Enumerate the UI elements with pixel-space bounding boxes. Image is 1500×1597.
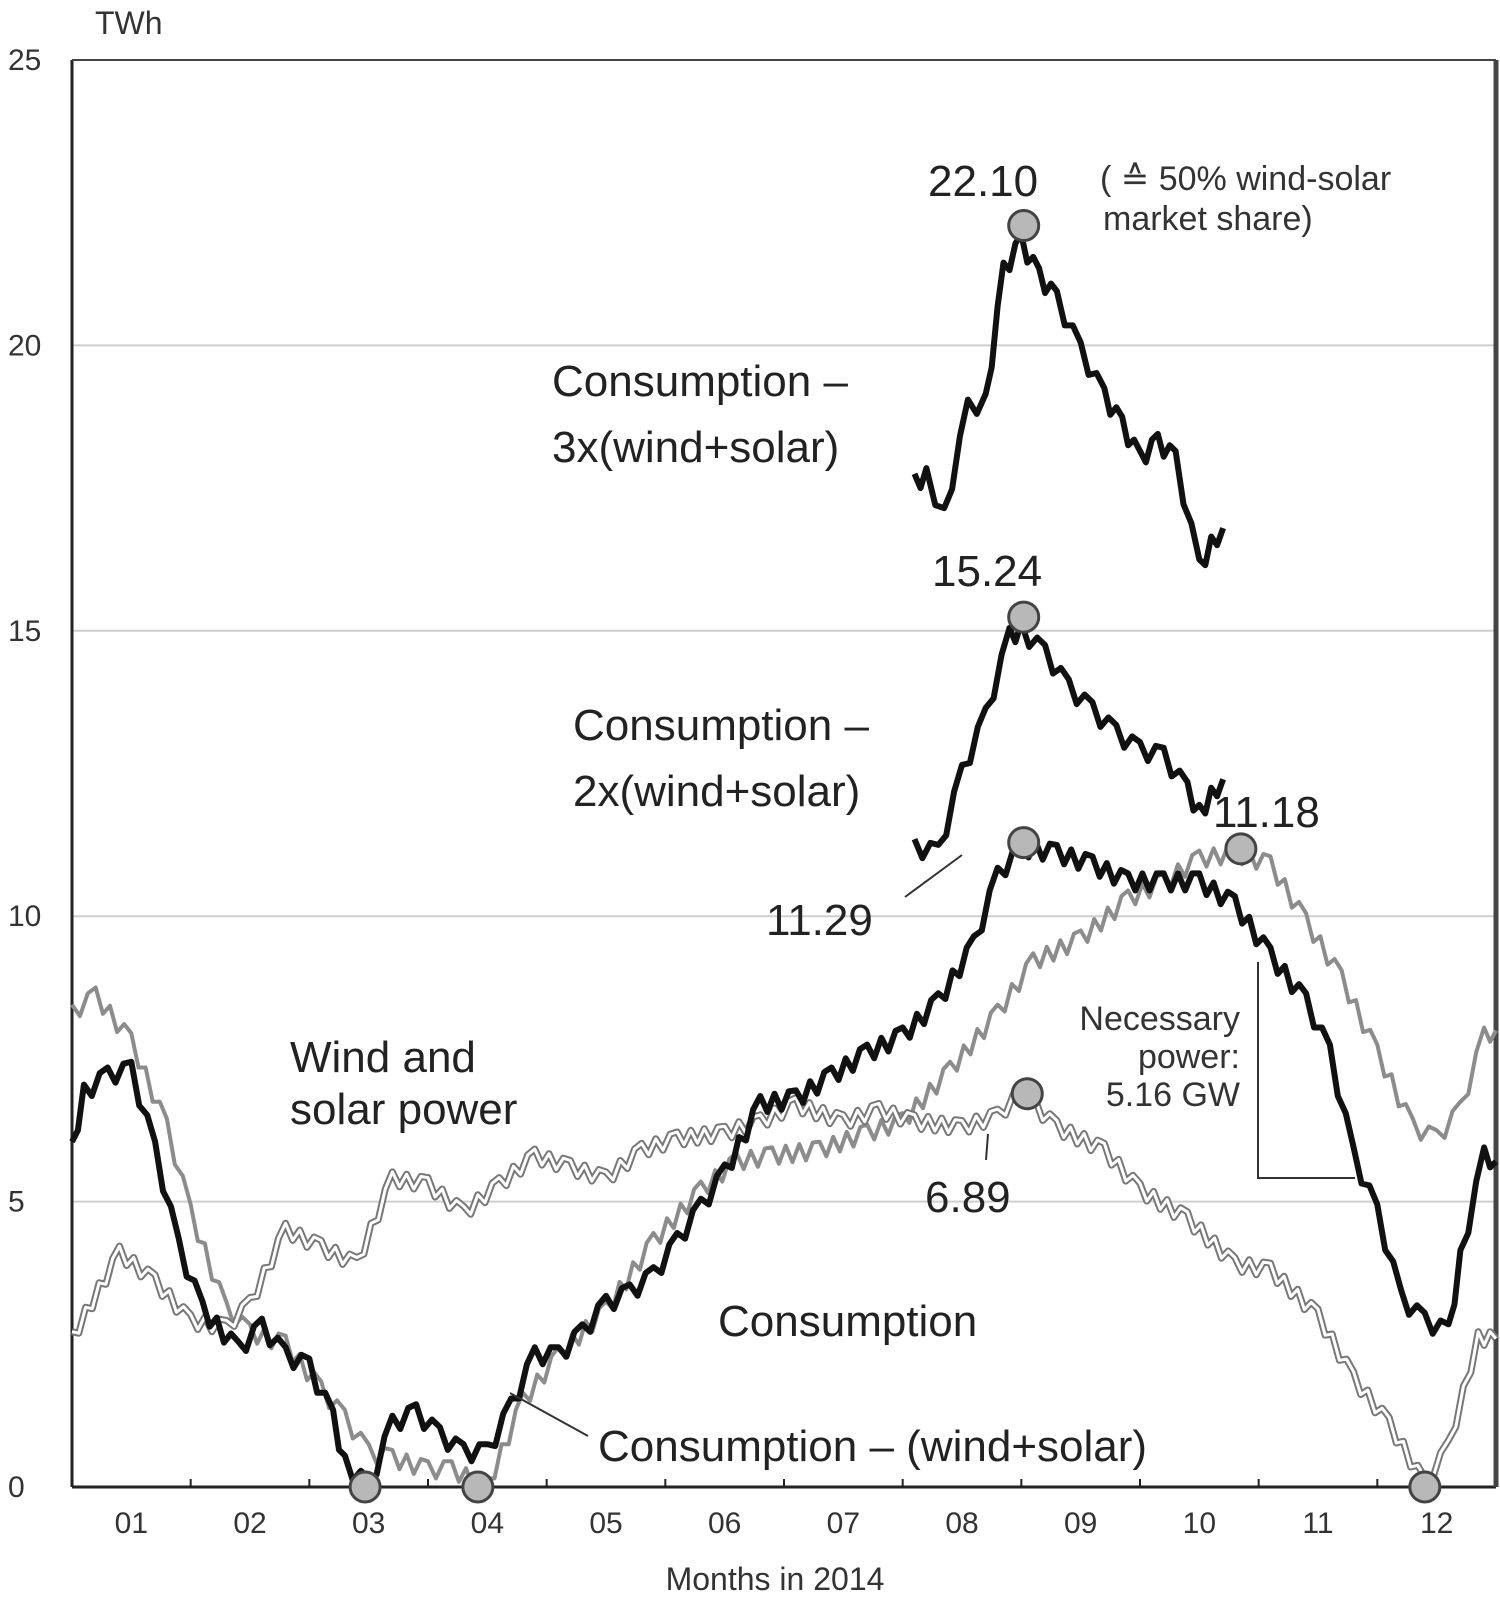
peak3-note-line1: ( ≙ 50% wind-solar	[1100, 160, 1391, 198]
net-series-label: Consumption – (wind+solar)	[598, 1422, 1147, 1471]
x-axis-label: Months in 2014	[666, 1561, 885, 1597]
x-tick-label: 04	[471, 1507, 504, 1540]
marker-point	[1224, 832, 1258, 866]
peak1-pointer-line	[904, 854, 963, 898]
x-tick-label: 09	[1064, 1507, 1097, 1540]
y-tick-label: 15	[8, 615, 41, 648]
y-tick-label: 0	[8, 1471, 25, 1504]
marker-point	[1007, 826, 1041, 860]
marker-group	[348, 209, 1442, 1504]
marker-point	[461, 1470, 495, 1504]
marker-point	[1408, 1470, 1442, 1504]
series-line-4	[911, 231, 1226, 569]
ws-peak-pointer-line	[985, 1133, 989, 1161]
necessary-power-line1: Necessary	[1079, 1000, 1240, 1038]
series-label-2x-line1: Consumption –	[573, 701, 869, 750]
peak3-value-label: 22.10	[928, 157, 1038, 206]
ws-peak-value-label: 6.89	[925, 1173, 1011, 1222]
series-line-wind-solar-inner	[71, 1084, 1498, 1481]
gridlines	[72, 344, 1496, 1203]
wind-solar-label-line1: Wind and	[290, 1033, 476, 1082]
wind-solar-label-line2: solar power	[290, 1085, 517, 1134]
necessary-power-bracket	[1257, 962, 1355, 1179]
series-group	[69, 231, 1499, 1489]
y-tick-label: 10	[8, 900, 41, 933]
y-axis-label: TWh	[95, 5, 163, 41]
series-line-2	[69, 836, 1499, 1484]
marker-point	[348, 1470, 382, 1504]
series-label-3x-line2: 3x(wind+solar)	[552, 423, 839, 472]
peak1-value-label: 11.29	[766, 896, 873, 945]
series-label-3x-line1: Consumption –	[552, 357, 848, 406]
marker-point	[1010, 1077, 1044, 1111]
net-pointer-line	[509, 1392, 589, 1437]
series-line-3	[911, 619, 1226, 862]
series-label-2x-line2: 2x(wind+solar)	[573, 767, 860, 816]
y-tick-label: 25	[8, 44, 41, 77]
x-tick-label: 12	[1420, 1507, 1453, 1540]
x-tick-label: 08	[945, 1507, 978, 1540]
peak2-value-label: 15.24	[932, 547, 1042, 596]
series-line-0	[70, 842, 1498, 1489]
consumption-peak-value-label: 11.18	[1213, 788, 1320, 837]
x-tick-label: 10	[1183, 1507, 1216, 1540]
x-tick-label: 02	[233, 1507, 266, 1540]
necessary-power-line3: 5.16 GW	[1106, 1076, 1240, 1114]
marker-point	[1007, 209, 1041, 243]
y-tick-label: 5	[8, 1186, 25, 1219]
x-tick-label: 03	[352, 1507, 385, 1540]
x-tick-label: 01	[115, 1507, 148, 1540]
necessary-power-line2: power:	[1138, 1038, 1240, 1076]
consumption-series-label: Consumption	[718, 1297, 977, 1346]
x-tick-label: 06	[708, 1507, 741, 1540]
plot-frame	[70, 59, 1499, 1489]
y-tick-label: 20	[8, 329, 41, 362]
x-tick-label: 05	[589, 1507, 622, 1540]
x-tick-label: 07	[827, 1507, 860, 1540]
peak3-note-line2: market share)	[1103, 200, 1313, 238]
marker-point	[1007, 600, 1041, 634]
x-tick-label: 11	[1302, 1507, 1333, 1540]
